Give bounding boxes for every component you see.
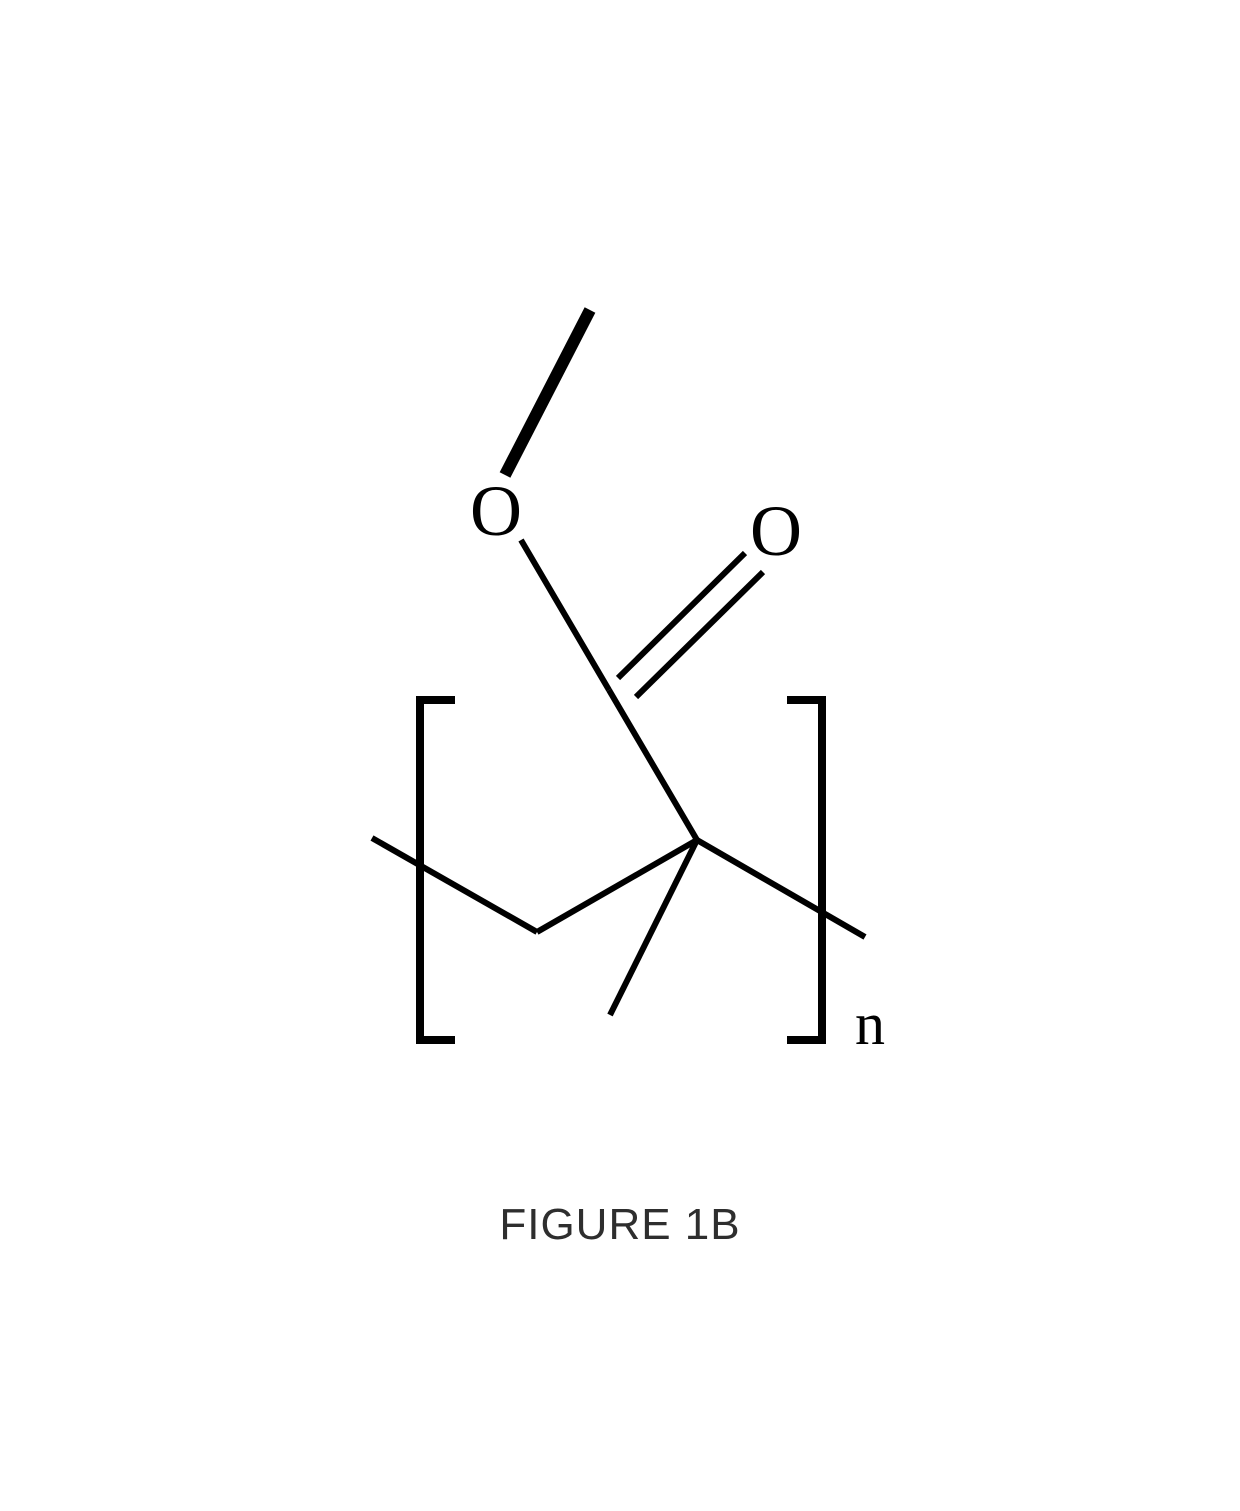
bracket-right xyxy=(787,700,822,1040)
polymer-repeat-subscript: n xyxy=(855,990,885,1059)
bond-carbonyl_dbl_2 xyxy=(636,572,763,697)
bond-quat_to_right xyxy=(697,840,865,937)
molecule-svg xyxy=(0,0,1240,1511)
bond-carbonyl_dbl_1 xyxy=(618,553,745,678)
bond-O_to_carbonyl xyxy=(521,540,609,690)
figure-canvas: O O n FIGURE 1B xyxy=(0,0,1240,1511)
bonds-group xyxy=(372,310,865,1015)
atom-label-oxygen-carbonyl: O xyxy=(750,490,802,573)
atom-label-oxygen-ester: O xyxy=(470,470,522,553)
figure-caption: FIGURE 1B xyxy=(0,1200,1240,1250)
bond-ch2_to_left xyxy=(372,838,537,932)
bond-methyl_to_O xyxy=(505,310,590,475)
bond-carbonyl_to_quat xyxy=(609,690,697,840)
